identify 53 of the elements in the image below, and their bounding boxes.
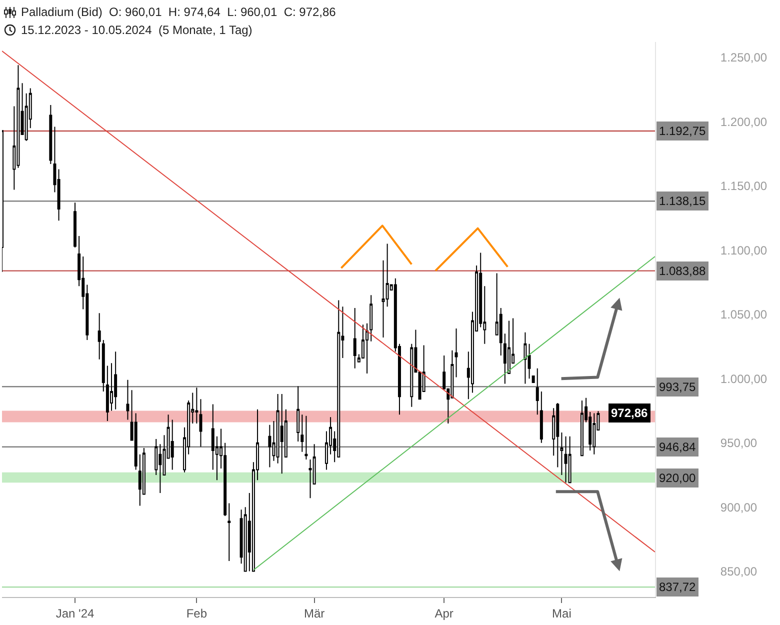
x-tick-label: Mai [552, 606, 572, 620]
candlestick [102, 340, 105, 392]
ref-line-label: 946,84 [659, 440, 696, 454]
y-tick-label: 1.050,00 [720, 308, 768, 322]
candlestick [195, 387, 198, 424]
candlestick [556, 402, 560, 468]
y-tick-label: 1.200,00 [720, 114, 768, 129]
x-tick-label: Feb [186, 606, 208, 620]
candlestick [199, 398, 202, 448]
band-label: 920,00 [659, 471, 696, 485]
candlestick [540, 390, 543, 444]
y-tick-label: 850,00 [720, 564, 758, 579]
y-tick-label: 1.250,00 [720, 50, 768, 65]
candlestick [74, 202, 76, 248]
candlestick [296, 386, 300, 442]
candlestick [304, 415, 308, 460]
candlestick [228, 502, 231, 562]
y-tick-label: 1.150,00 [720, 179, 768, 194]
x-tick-label: Jan '24 [56, 606, 94, 620]
candlestick [536, 368, 539, 416]
candlestick [268, 424, 272, 468]
candlestick [353, 307, 356, 369]
candlestick [106, 365, 109, 422]
candlestick [114, 351, 118, 410]
candlestick [366, 322, 369, 374]
candlestick [98, 312, 101, 360]
y-tick-label: 900,00 [720, 500, 758, 514]
y-tick-label: 950,00 [720, 436, 758, 450]
ref-line-label: 1.138,15 [659, 194, 706, 208]
annotation: 972,86 [611, 406, 648, 420]
candlestick [564, 436, 568, 484]
candlestick [560, 432, 564, 476]
candlestick [532, 376, 535, 383]
ref-line-label: 1.083,88 [659, 264, 706, 278]
y-tick-label: 1.100,00 [720, 243, 768, 258]
candlestick [568, 436, 572, 484]
candlestick [580, 400, 584, 456]
candlestick [280, 394, 284, 474]
candlestick [524, 332, 527, 384]
ref-line-label: 1.192,75 [659, 124, 706, 138]
ref-line-label: 837,72 [659, 580, 696, 594]
y-tick-label: 1.000,00 [720, 372, 768, 386]
x-tick-label: Apr [434, 606, 454, 620]
chart-title: Palladium (Bid) O: 960,01 H: 974,64 L: 960,01 C: 972,86 [21, 4, 336, 21]
chart-subtitle: 15.12.2023 - 10.05.2024 (5 Monate, 1 Tag) [21, 22, 252, 39]
candlestick [126, 379, 130, 420]
candlestick [370, 294, 373, 342]
candlestick [592, 412, 596, 455]
candlestick [300, 414, 304, 452]
x-tick-label: Mär [304, 606, 325, 620]
ref-line-label: 993,75 [659, 380, 696, 394]
candlestick [454, 328, 458, 378]
candlestick [49, 104, 52, 165]
